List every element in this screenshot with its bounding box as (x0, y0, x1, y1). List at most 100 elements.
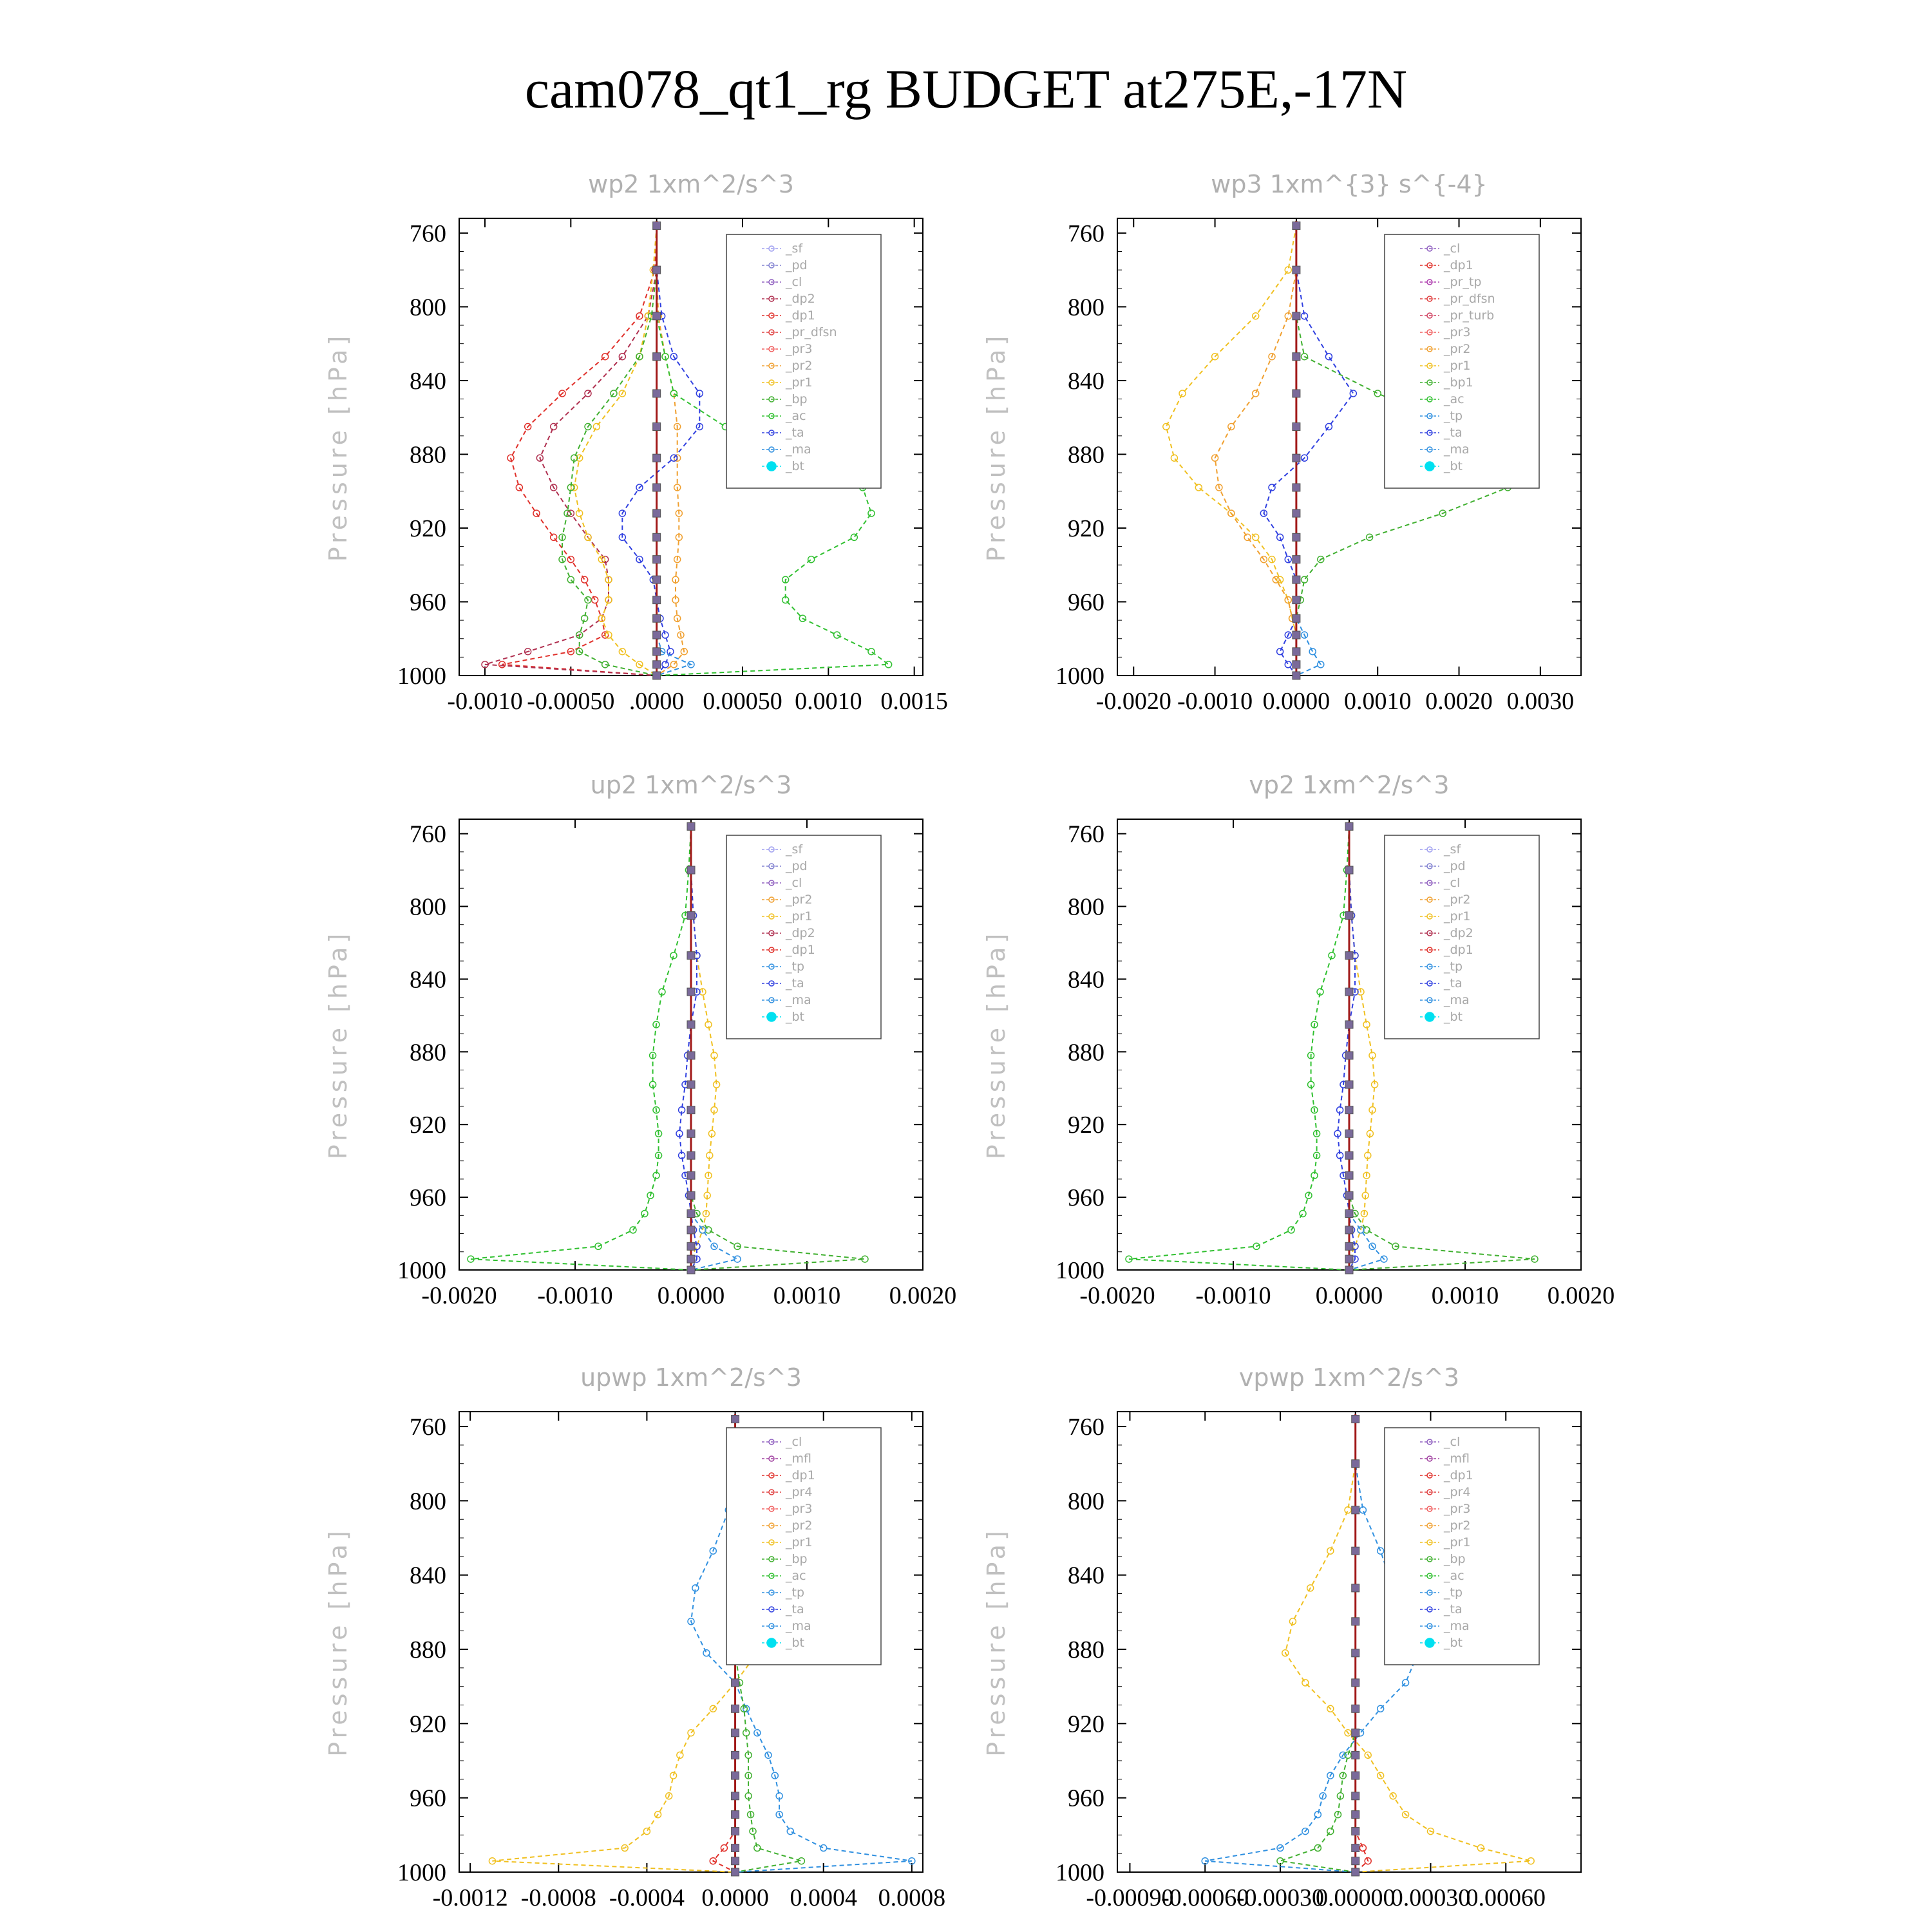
series-point-bp (744, 1751, 752, 1759)
zero-profile-marker (652, 221, 661, 230)
zero-profile-marker (1351, 1584, 1360, 1593)
zero-profile-marker (687, 822, 696, 831)
series-point-tp (1300, 631, 1309, 639)
x-tick-label: -0.0012 (433, 1884, 508, 1911)
legend-entry: _cl (1443, 242, 1460, 256)
legend-entry: _ta (1443, 1602, 1463, 1616)
legend-marker (768, 846, 775, 853)
series-line-pr2 (1214, 225, 1297, 676)
series-point-pr1 (1302, 1679, 1309, 1687)
series-point-bp1 (1374, 390, 1381, 397)
series-point-ma (753, 1729, 761, 1737)
series-line-ta (621, 225, 701, 676)
y-tick-label: 920 (1068, 1710, 1104, 1738)
y-tick-label: 840 (1068, 1562, 1104, 1589)
y-tick-label: 960 (410, 1184, 446, 1211)
zero-profile-marker (687, 1242, 696, 1251)
series-point-pr1 (618, 648, 627, 656)
y-tick-label: 960 (410, 1785, 446, 1812)
legend-entry: _dp1 (1443, 943, 1473, 957)
legend-entry: _cl (1443, 876, 1460, 890)
series-point-tp (1317, 661, 1325, 668)
zero-profile-marker (652, 596, 661, 605)
x-tick-label: 0.0010 (1344, 688, 1412, 715)
zero-profile-marker (731, 1827, 740, 1836)
series-point-pr2 (1227, 422, 1235, 431)
x-tick-label: -0.0010 (447, 688, 522, 715)
series-point-pr1 (1306, 1584, 1314, 1592)
series-point-pr2 (1244, 533, 1251, 542)
series-point-dp1 (1312, 1130, 1321, 1138)
legend-entry: _sf (785, 842, 803, 857)
series-point-dp1 (1312, 1151, 1321, 1159)
series-point-pr2 (1272, 576, 1280, 583)
series-point-dp1 (1307, 1081, 1315, 1088)
zero-profile-marker (731, 1857, 740, 1866)
zero-profile-marker (1292, 265, 1301, 274)
zero-profile-marker (1351, 1678, 1360, 1687)
legend-entry: _ma (785, 1619, 811, 1633)
zero-profile-marker (1345, 1265, 1354, 1274)
series-point-bp (1314, 1844, 1322, 1852)
y-tick-label: 760 (1068, 220, 1104, 247)
x-tick-label: -0.0020 (1096, 688, 1171, 715)
legend-marker (768, 1589, 775, 1596)
series-point-ma (709, 1547, 717, 1555)
zero-profile-marker (1292, 555, 1301, 564)
x-tick-label: 0.0015 (880, 688, 948, 715)
series-line-dp1 (502, 225, 658, 676)
series-point-dp1 (636, 312, 643, 320)
plot-frame (1117, 1411, 1582, 1873)
legend-marker (1426, 913, 1433, 920)
series-line-ta (1263, 225, 1354, 676)
zero-profile-marker (687, 1191, 696, 1200)
y-tick-label: 880 (1068, 1039, 1104, 1066)
legend-marker (1426, 1556, 1433, 1562)
series-point-ta (1336, 1151, 1344, 1159)
series-point-pr1 (1179, 390, 1186, 397)
series-line-pr1 (690, 826, 717, 1270)
series-point-pr2 (673, 422, 681, 431)
x-tick-label: 0.0008 (878, 1884, 946, 1911)
series-point-bp (742, 1729, 750, 1737)
series-line-pr1 (1349, 826, 1376, 1270)
zero-profile-marker (687, 1080, 696, 1089)
legend-entry: _sf (785, 242, 803, 256)
legend-entry: _pr3 (1443, 325, 1470, 339)
series-point-pr1 (605, 576, 612, 583)
zero-profile-marker (1351, 1649, 1360, 1658)
series-point-dp1 (567, 648, 575, 656)
legend-marker (768, 1539, 775, 1546)
legend-marker (1426, 1539, 1433, 1546)
zero-profile-marker (1345, 911, 1354, 920)
series-point-pr2 (672, 596, 679, 604)
zero-profile-marker (1292, 660, 1301, 669)
legend-entry: _pd (785, 258, 808, 272)
x-tick-label: 0.00050 (703, 688, 782, 715)
series-point-ma (764, 1751, 772, 1759)
zero-profile-marker (1292, 596, 1301, 605)
series-point-dp1 (533, 509, 540, 517)
zero-profile-marker (1351, 1415, 1360, 1424)
chart-panel-5: upwp 1xm^2/s^3 Pressure [hPa] 760 800 840 880… (324, 1363, 945, 1911)
series-point-pr2 (670, 661, 678, 668)
legend-marker (768, 262, 775, 269)
series-line-pr1 (1165, 225, 1297, 676)
legend-marker (768, 1506, 775, 1512)
series-line-bp (1280, 1419, 1356, 1873)
zero-profile-marker (687, 1209, 696, 1218)
zero-profile-marker (652, 265, 661, 274)
zero-profile-marker (1351, 1506, 1360, 1515)
zero-profile-marker (687, 1051, 696, 1060)
series-point-dp1 (1311, 1171, 1318, 1179)
legend-marker (1426, 279, 1433, 285)
legend-entry: _pr3 (785, 342, 812, 356)
y-axis-label: Pressure [hPa] (324, 930, 352, 1160)
panel-title: wp2 1xm^2/s^3 (588, 170, 794, 198)
legend-box (1384, 835, 1540, 1039)
x-tick-label: 0.0010 (1432, 1282, 1499, 1309)
legend-marker (768, 930, 775, 936)
panel-title: wp3 1xm^{3} s^{-4} (1211, 170, 1487, 198)
x-tick-label: 0.00060 (1466, 1884, 1546, 1911)
legend-marker (768, 980, 775, 987)
